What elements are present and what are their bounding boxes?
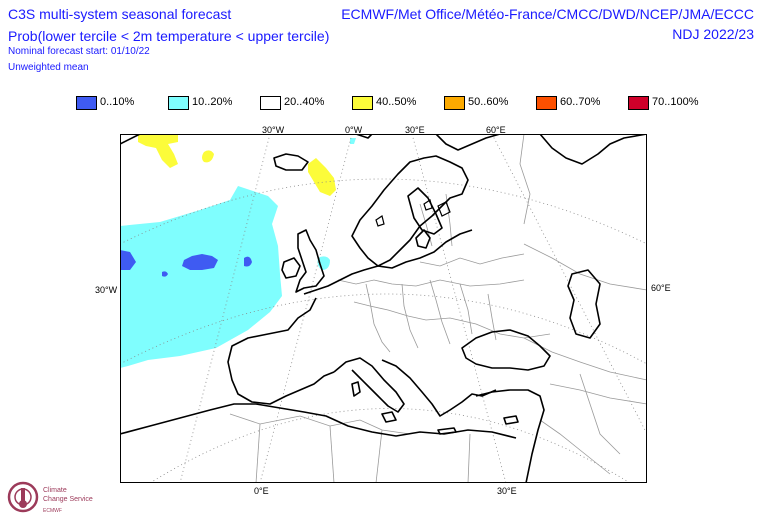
coast-italy	[333, 357, 405, 413]
border-line	[401, 283, 419, 349]
map-frame	[120, 134, 647, 483]
coast-ireland	[281, 257, 301, 279]
meridian-30e	[411, 134, 507, 483]
lake	[375, 215, 385, 227]
border-line	[365, 283, 391, 353]
legend-swatch	[444, 96, 465, 110]
border-line	[337, 279, 525, 287]
lon-label-top: 30°E	[405, 125, 425, 135]
border-line	[523, 243, 647, 291]
logo-text: Climate	[43, 487, 67, 494]
coast-crete	[437, 427, 457, 435]
lake	[437, 201, 451, 217]
forecast-period: NDJ 2022/23	[672, 26, 754, 42]
map-title: C3S multi-system seasonal forecast	[8, 6, 232, 22]
legend-swatch	[168, 96, 189, 110]
parallel-60n	[120, 178, 647, 245]
border-line	[467, 433, 471, 483]
border-line	[549, 383, 647, 405]
lon-label-top: 60°E	[486, 125, 506, 135]
prob-area-40-50	[138, 134, 178, 168]
legend-label: 0..10%	[100, 96, 135, 108]
border-line	[353, 301, 551, 339]
map-canvas	[120, 134, 647, 483]
coast-scandinavia	[351, 155, 469, 267]
border-line	[329, 425, 335, 483]
coast-greenland	[120, 134, 141, 145]
legend-label: 40..50%	[376, 96, 417, 108]
coast-turkey-levant	[475, 389, 545, 483]
prob-area-0-10	[162, 271, 168, 277]
legend-swatch	[536, 96, 557, 110]
lon-label-top: 0°W	[345, 125, 363, 135]
weighting-note: Unweighted mean	[8, 62, 89, 73]
border-line	[579, 373, 621, 455]
logo-text: Change Service	[43, 496, 93, 503]
coast-sicily	[381, 411, 397, 423]
coast-caspian	[567, 269, 601, 339]
nominal-start-date: Nominal forecast start: 01/10/22	[8, 46, 150, 57]
border-line	[523, 337, 647, 381]
legend-swatch	[352, 96, 373, 110]
coast-gulf-bothnia	[415, 229, 431, 249]
prob-area-40-50	[308, 158, 336, 196]
coast-finland-gulf	[407, 187, 443, 235]
coast-arctic	[435, 134, 501, 151]
border-line	[487, 293, 497, 341]
forecast-systems: ECMWF/Met Office/Météo-France/CMCC/DWD/N…	[341, 6, 754, 22]
lon-label-top: 30°W	[262, 125, 285, 135]
logo-text: ECMWF	[43, 508, 62, 514]
coast-britain	[295, 229, 325, 293]
border-line	[419, 253, 525, 267]
coast-sardinia	[351, 381, 361, 397]
border-line	[459, 283, 473, 335]
prob-area-0-10	[182, 254, 218, 270]
legend-label: 60..70%	[560, 96, 601, 108]
meridian-0	[259, 134, 353, 483]
probability-map	[120, 134, 647, 483]
legend-label: 50..60%	[468, 96, 509, 108]
coast-iceland	[273, 153, 309, 171]
legend-label: 70..100%	[652, 96, 699, 108]
coast-adriatic-greece	[381, 359, 497, 417]
coast-france-iberia	[227, 297, 335, 405]
prob-area-10-20	[350, 138, 356, 144]
legend-swatch	[260, 96, 281, 110]
coast-arctic-east	[539, 134, 647, 165]
border-line	[429, 279, 451, 345]
lat-label-left: 30°W	[95, 285, 118, 295]
prob-area-10-20	[120, 186, 282, 368]
legend-swatch	[628, 96, 649, 110]
legend-label: 20..40%	[284, 96, 325, 108]
coast-cyprus	[503, 415, 519, 425]
border-line	[255, 423, 261, 483]
coast-svalbard	[355, 134, 373, 139]
copernicus-logo: Climate Change Service ECMWF	[6, 478, 116, 518]
lon-label-bottom: 30°E	[497, 486, 517, 496]
border-line	[519, 134, 531, 225]
prob-area-0-10	[120, 250, 136, 270]
legend-label: 10..20%	[192, 96, 233, 108]
meridian-30w	[179, 134, 271, 483]
lon-label-bottom: 0°E	[254, 486, 269, 496]
prob-area-0-10	[244, 256, 252, 267]
border-line	[375, 429, 383, 483]
map-subtitle: Prob(lower tercile < 2m temperature < up…	[8, 28, 330, 44]
lake	[423, 199, 433, 211]
coast-continent	[303, 229, 473, 295]
coast-blacksea	[461, 329, 551, 371]
logo-mark-icon	[7, 481, 39, 513]
legend-swatch	[76, 96, 97, 110]
coastlines	[120, 134, 647, 483]
lakes	[375, 199, 451, 227]
prob-area-40-50	[202, 150, 214, 163]
border-line	[539, 419, 611, 475]
lat-label-right: 60°E	[651, 283, 671, 293]
